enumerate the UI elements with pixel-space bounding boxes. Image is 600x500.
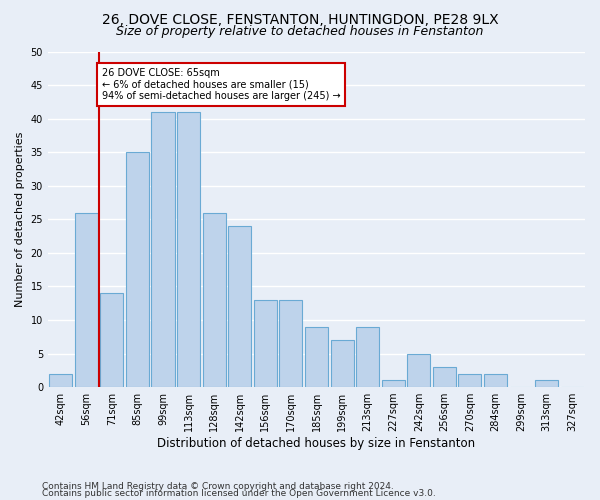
Bar <box>458 374 481 387</box>
Text: Size of property relative to detached houses in Fenstanton: Size of property relative to detached ho… <box>116 25 484 38</box>
Bar <box>382 380 404 387</box>
Bar <box>75 212 98 387</box>
Y-axis label: Number of detached properties: Number of detached properties <box>15 132 25 307</box>
Bar <box>100 293 124 387</box>
Bar <box>177 112 200 387</box>
Bar <box>280 300 302 387</box>
Bar <box>228 226 251 387</box>
X-axis label: Distribution of detached houses by size in Fenstanton: Distribution of detached houses by size … <box>157 437 476 450</box>
Bar <box>484 374 507 387</box>
Bar <box>305 326 328 387</box>
Bar <box>203 212 226 387</box>
Bar <box>433 367 456 387</box>
Text: Contains public sector information licensed under the Open Government Licence v3: Contains public sector information licen… <box>42 490 436 498</box>
Bar <box>151 112 175 387</box>
Text: 26, DOVE CLOSE, FENSTANTON, HUNTINGDON, PE28 9LX: 26, DOVE CLOSE, FENSTANTON, HUNTINGDON, … <box>101 12 499 26</box>
Bar <box>49 374 72 387</box>
Bar <box>126 152 149 387</box>
Bar <box>254 300 277 387</box>
Bar <box>331 340 353 387</box>
Bar <box>535 380 558 387</box>
Text: Contains HM Land Registry data © Crown copyright and database right 2024.: Contains HM Land Registry data © Crown c… <box>42 482 394 491</box>
Bar <box>407 354 430 387</box>
Bar <box>356 326 379 387</box>
Text: 26 DOVE CLOSE: 65sqm
← 6% of detached houses are smaller (15)
94% of semi-detach: 26 DOVE CLOSE: 65sqm ← 6% of detached ho… <box>101 68 340 102</box>
